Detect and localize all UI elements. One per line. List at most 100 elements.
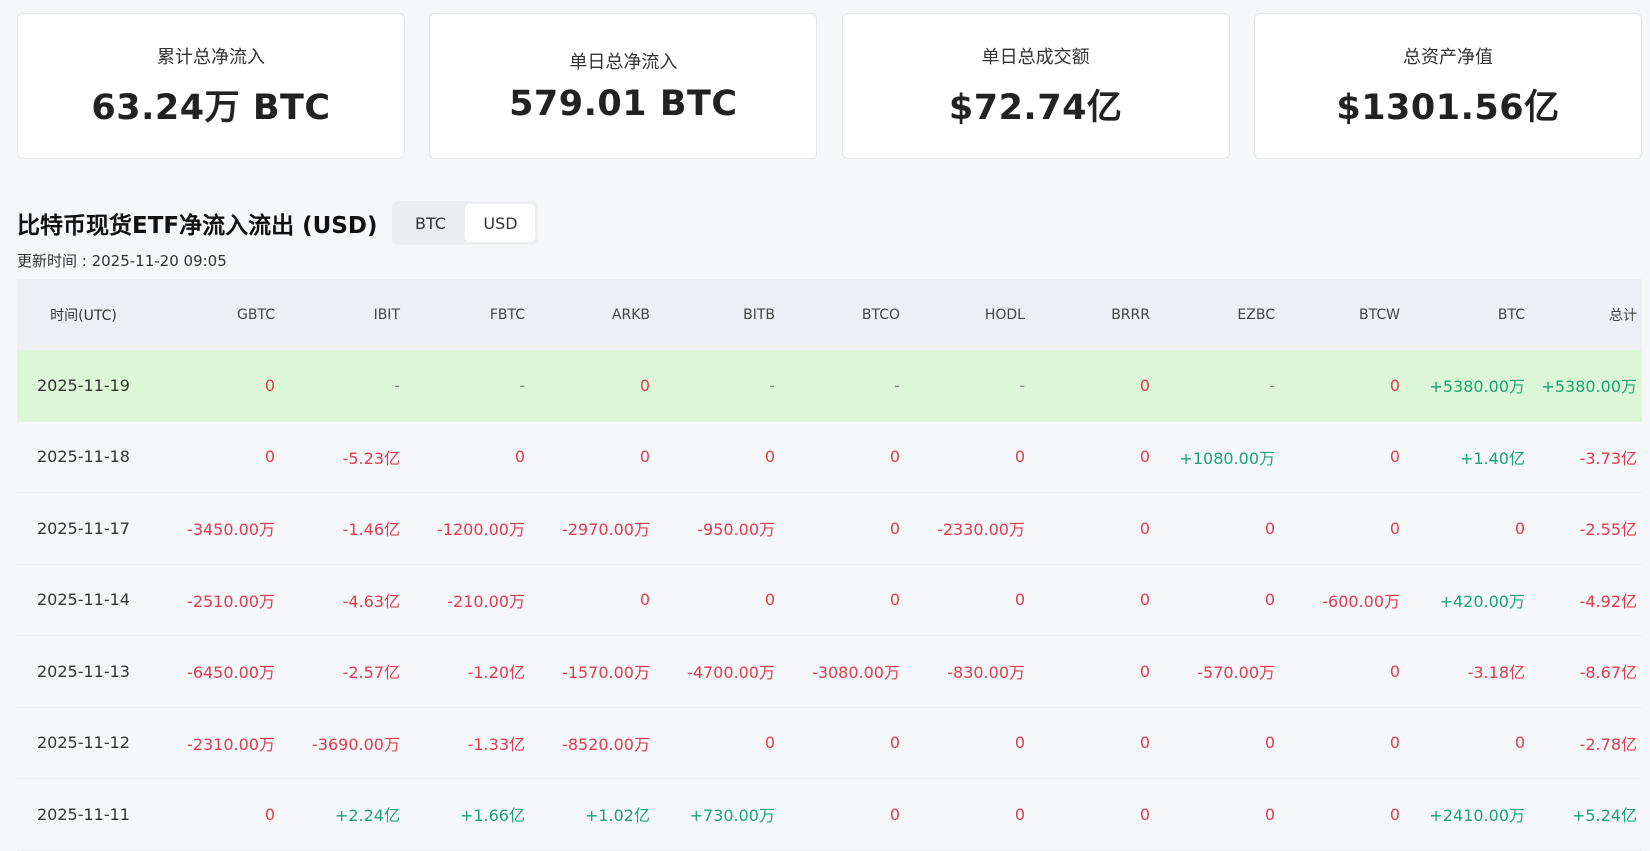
table-cell: 0: [1514, 518, 1525, 538]
table-cell: 0: [764, 447, 775, 467]
card-daily-volume: 单日总成交额 $72.74亿: [841, 13, 1230, 159]
table-cell: +1.40亿: [1459, 448, 1525, 468]
table-cell: +1.66亿: [459, 806, 525, 826]
column-header: BRRR: [1111, 306, 1150, 323]
table-header: 时间(UTC) GBTC IBIT FBTC ARKB BITB BTCO HODL BRRR E…: [17, 279, 1642, 350]
column-header: BTCW: [1359, 306, 1400, 323]
table-cell: -: [894, 375, 900, 395]
table-cell: -2970.00万: [562, 520, 650, 540]
table-cell: 0: [264, 804, 275, 824]
table-cell: -600.00万: [1322, 591, 1400, 611]
table-cell: -210.00万: [447, 591, 525, 611]
card-total-net-assets: 总资产净值 $1301.56亿: [1253, 13, 1642, 159]
column-header: 时间(UTC): [50, 307, 117, 324]
table-cell: 0: [639, 590, 650, 610]
toggle-btc-button[interactable]: BTC: [414, 213, 446, 233]
table-cell: -2510.00万: [187, 591, 275, 611]
table-cell: 0: [1014, 733, 1025, 753]
table-cell: 0: [889, 518, 900, 538]
table-cell: +5380.00万: [1541, 377, 1637, 397]
table-cell: +730.00万: [689, 806, 775, 826]
table-cell: 0: [1264, 590, 1275, 610]
table-cell: 0: [1264, 518, 1275, 538]
row-date: 2025-11-12: [37, 733, 130, 753]
table-cell: -2.57亿: [342, 663, 400, 683]
table-cell: -1200.00万: [437, 520, 525, 540]
table-cell: -4.92亿: [1579, 591, 1637, 611]
column-header: EZBC: [1237, 306, 1275, 323]
table-cell: 0: [1389, 447, 1400, 467]
table-cell: 0: [1389, 661, 1400, 681]
row-date: 2025-11-17: [37, 518, 130, 538]
table-cell: -: [1269, 375, 1275, 395]
column-header: 总计: [1609, 307, 1637, 324]
table-cell: 0: [1264, 733, 1275, 753]
table-cell: 0: [1514, 733, 1525, 753]
table-cell: 0: [639, 447, 650, 467]
table-cell: 0: [514, 447, 525, 467]
section-title: 比特币现货ETF净流入流出 (USD): [17, 213, 378, 239]
card-label: 累计总净流入: [157, 46, 265, 68]
row-date: 2025-11-18: [37, 447, 130, 467]
row-date: 2025-11-14: [37, 590, 130, 610]
row-date: 2025-11-13: [37, 661, 130, 681]
card-label: 单日总净流入: [569, 52, 678, 73]
table-cell: +2410.00万: [1429, 806, 1525, 826]
table-cell: 0: [1014, 590, 1025, 610]
table-cell: -: [519, 375, 525, 395]
table-cell: +1080.00万: [1179, 448, 1275, 468]
table-cell: -950.00万: [697, 520, 775, 540]
table-cell: 0: [1264, 804, 1275, 824]
table-cell: 0: [1139, 661, 1150, 681]
card-label: 总资产净值: [1402, 46, 1493, 68]
section-header: 比特币现货ETF净流入流出 (USD) BTC USD: [17, 201, 539, 245]
table-cell: -3690.00万: [312, 734, 400, 754]
table-cell: -8520.00万: [562, 734, 650, 754]
card-label: 单日总成交额: [981, 46, 1090, 68]
table-cell: -5.23亿: [342, 448, 400, 468]
toggle-usd-button[interactable]: USD: [465, 204, 536, 242]
summary-cards: 累计总净流入 63.24万 BTC 单日总净流入 579.01 BTC 单日总成…: [17, 13, 1642, 159]
column-header: FBTC: [489, 306, 525, 323]
table-cell: 0: [264, 375, 275, 395]
table-cell: -2.78亿: [1579, 734, 1637, 754]
table-cell: +5380.00万: [1429, 377, 1525, 397]
table-cell: 0: [889, 733, 900, 753]
card-cumulative-net-inflow: 累计总净流入 63.24万 BTC: [17, 13, 405, 159]
table-cell: -1570.00万: [562, 663, 650, 683]
table-row: 2025-11-17 -3450.00万 -1.46亿 -1200.00万 -2970.…: [17, 493, 1642, 565]
table-cell: -4.63亿: [342, 591, 400, 611]
table-row: 2025-11-11 0 +2.24亿 +1.66亿 +1.02亿 +730.00万 0 0 0…: [17, 779, 1642, 851]
card-value: 63.24万 BTC: [91, 87, 331, 128]
table-cell: 0: [1014, 804, 1025, 824]
table-cell: 0: [1139, 590, 1150, 610]
table-row: 2025-11-13 -6450.00万 -2.57亿 -1.20亿 -1570.00万…: [17, 636, 1642, 708]
table-row: 2025-11-19 0 - - 0 - - - 0 - 0 +5380.00万 +5380.00万: [17, 350, 1642, 422]
unit-toggle: BTC USD: [392, 201, 539, 245]
table-cell: 0: [1139, 375, 1150, 395]
table-cell: -6450.00万: [187, 663, 275, 683]
table-cell: 0: [1389, 804, 1400, 824]
table-cell: 0: [1139, 518, 1150, 538]
table-cell: 0: [1389, 518, 1400, 538]
table-cell: 0: [1389, 375, 1400, 395]
table-cell: -3450.00万: [187, 520, 275, 540]
column-header: IBIT: [373, 306, 400, 323]
table-cell: -3.73亿: [1579, 448, 1637, 468]
column-header: BITB: [743, 306, 775, 323]
table-cell: -1.46亿: [342, 520, 400, 540]
row-date: 2025-11-19: [37, 375, 130, 395]
table-cell: 0: [889, 447, 900, 467]
card-value: $1301.56亿: [1336, 87, 1560, 128]
table-row: 2025-11-12 -2310.00万 -3690.00万 -1.33亿 -8520.…: [17, 708, 1642, 779]
table-cell: -570.00万: [1197, 663, 1275, 683]
table-cell: 0: [764, 590, 775, 610]
table-cell: 0: [1014, 447, 1025, 467]
row-date: 2025-11-11: [37, 804, 130, 824]
table-cell: 0: [639, 375, 650, 395]
table-cell: +2.24亿: [334, 806, 400, 826]
card-value: 579.01 BTC: [509, 84, 738, 124]
table-cell: -4700.00万: [687, 663, 775, 683]
table-cell: 0: [889, 804, 900, 824]
table-cell: -: [394, 375, 400, 395]
